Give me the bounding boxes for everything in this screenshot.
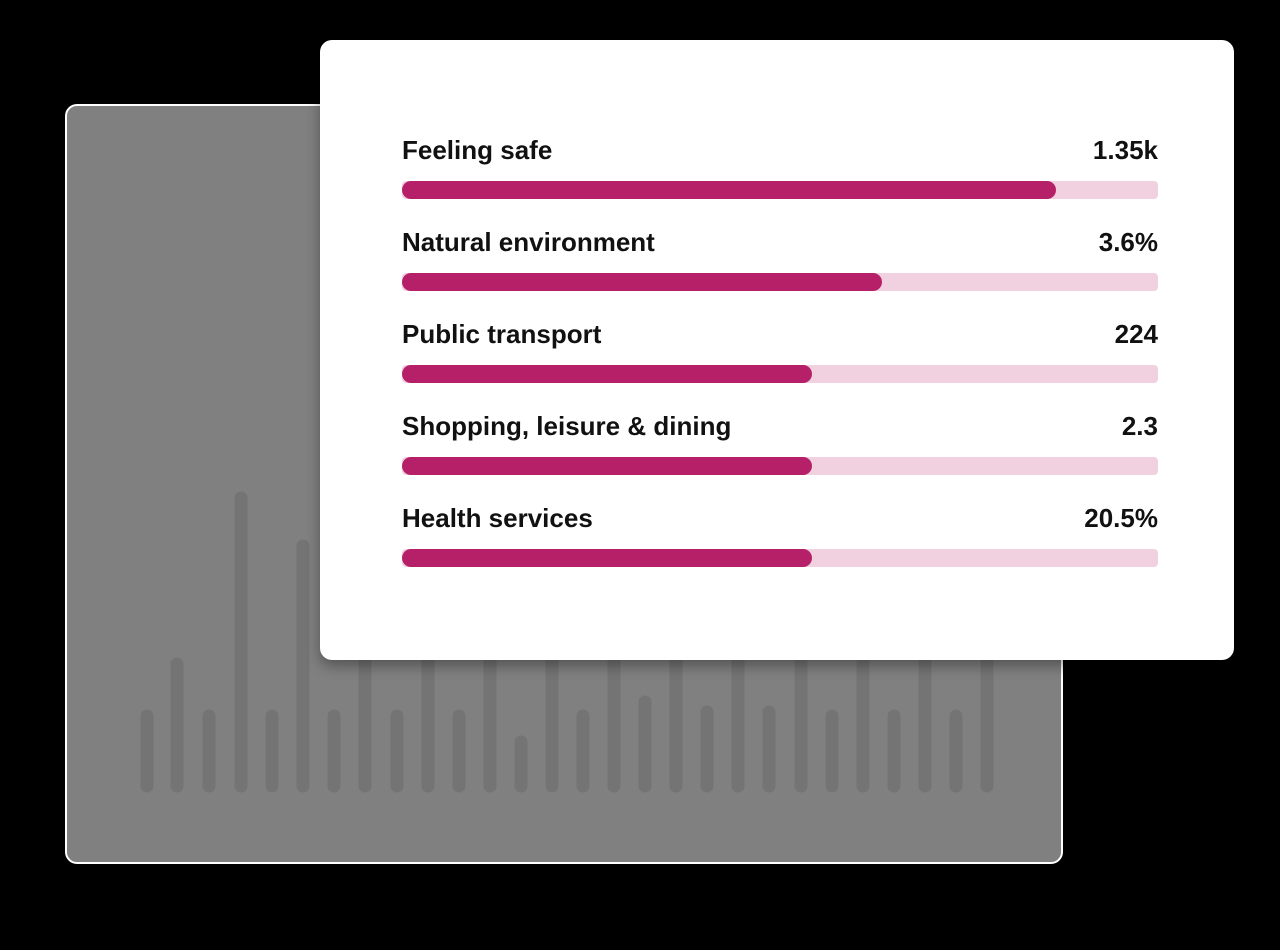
metric-list: Feeling safe 1.35k Natural environment 3… [402, 132, 1158, 592]
progress-fill [402, 181, 1056, 199]
metric-row-health-services: Health services 20.5% [402, 500, 1158, 592]
progress-fill [402, 365, 812, 383]
metric-row-shopping-leisure-dining: Shopping, leisure & dining 2.3 [402, 408, 1158, 500]
metric-value: 2.3 [1121, 411, 1158, 441]
progress-fill [402, 457, 812, 475]
metric-value: 3.6% [1098, 227, 1158, 257]
metric-label: Health services [402, 503, 593, 533]
metric-row-natural-environment: Natural environment 3.6% [402, 224, 1158, 316]
metric-label: Natural environment [402, 227, 655, 257]
progress-track [402, 365, 1158, 383]
metric-label: Shopping, leisure & dining [402, 411, 732, 441]
metric-value: 224 [1114, 319, 1158, 349]
progress-track [402, 457, 1158, 475]
progress-track [402, 273, 1158, 291]
metric-row-feeling-safe: Feeling safe 1.35k [402, 132, 1158, 224]
metric-value: 20.5% [1084, 503, 1158, 533]
progress-track [402, 181, 1158, 199]
metric-label: Public transport [402, 319, 602, 349]
progress-fill [402, 549, 812, 567]
decorative-bar-chart [140, 491, 994, 793]
progress-track [402, 549, 1158, 567]
metric-label: Feeling safe [402, 135, 553, 165]
metric-row-public-transport: Public transport 224 [402, 316, 1158, 408]
metric-value: 1.35k [1092, 135, 1158, 165]
progress-fill [402, 273, 883, 291]
metrics-card: Feeling safe 1.35k Natural environment 3… [320, 40, 1234, 660]
